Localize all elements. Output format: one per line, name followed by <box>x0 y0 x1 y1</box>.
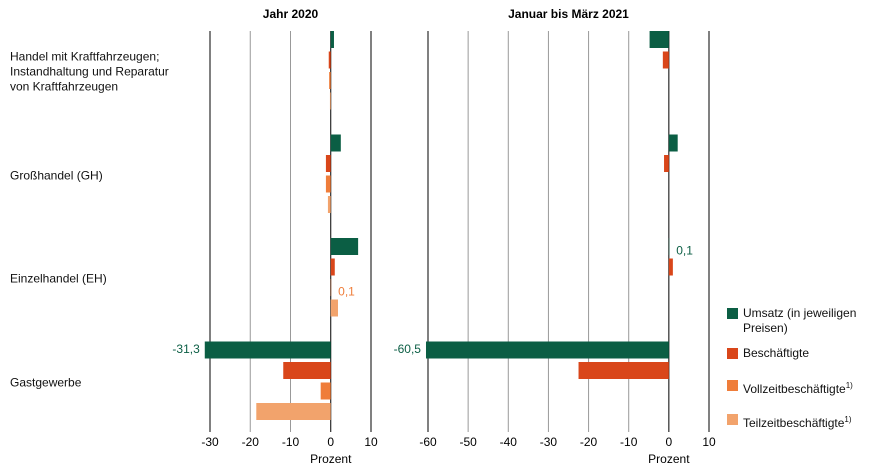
x-axis-label: Prozent <box>648 452 690 466</box>
value-label: 0,1 <box>676 244 693 258</box>
legend-label: Teilzeitbeschäftigte1) <box>743 412 873 431</box>
bar <box>330 134 341 152</box>
bar <box>578 362 669 379</box>
bar <box>328 51 331 69</box>
x-tick-label: -40 <box>500 435 518 449</box>
bar <box>649 31 669 48</box>
bar <box>330 258 335 276</box>
footnote-mark: 1) <box>844 415 852 424</box>
footnote-mark: 1) <box>845 381 853 390</box>
bar <box>664 155 669 172</box>
x-tick-label: 0 <box>666 435 673 449</box>
legend-swatch <box>727 308 738 319</box>
bar <box>330 31 334 48</box>
legend-name: Umsatz (in jeweiligen Preisen) <box>743 306 857 335</box>
bar <box>283 362 331 379</box>
bar <box>330 238 359 255</box>
value-label: 0,1 <box>338 285 355 299</box>
bar <box>668 258 673 276</box>
x-tick-label: -20 <box>242 435 260 449</box>
legend-label: Umsatz (in jeweiligen Preisen) <box>743 306 873 336</box>
legend-name: Vollzeitbeschäftigte <box>743 382 846 396</box>
chart-title: Jahr 2020 <box>263 7 319 21</box>
x-tick-label: -10 <box>282 435 300 449</box>
bar <box>329 72 331 89</box>
bar <box>662 51 669 69</box>
category-label: Großhandel (GH) <box>10 168 103 182</box>
legend-swatch <box>727 348 738 359</box>
value-label: -60,5 <box>394 342 422 356</box>
legend-swatch <box>727 414 738 425</box>
category-label: Gastgewerbe <box>10 375 82 389</box>
bar <box>329 92 331 110</box>
legend-label: Beschäftigte <box>743 346 873 361</box>
bar <box>668 134 678 152</box>
legend-name: Teilzeitbeschäftigte <box>743 416 845 430</box>
x-tick-label: -20 <box>580 435 598 449</box>
bar <box>325 155 331 172</box>
bar <box>204 341 331 359</box>
bar <box>325 175 331 193</box>
legend-label: Vollzeitbeschäftigte1) <box>743 378 873 397</box>
legend-name: Beschäftigte <box>743 346 810 360</box>
x-axis-label: Prozent <box>310 452 352 466</box>
x-tick-label: -30 <box>540 435 558 449</box>
x-tick-label: -30 <box>201 435 219 449</box>
x-tick-label: 10 <box>364 435 378 449</box>
x-tick-label: -50 <box>459 435 477 449</box>
category-label: Einzelhandel (EH) <box>10 271 107 286</box>
bar <box>425 341 669 359</box>
x-tick-label: -10 <box>620 435 638 449</box>
x-tick-label: 10 <box>702 435 716 449</box>
bar <box>256 403 331 420</box>
bar <box>320 382 331 400</box>
legend-swatch <box>727 380 738 391</box>
x-tick-label: 0 <box>327 435 334 449</box>
bar <box>327 196 331 213</box>
category-label: Handel mit Kraftfahrzeugen; Instandhaltu… <box>10 49 169 94</box>
bar <box>330 299 338 317</box>
x-tick-label: -60 <box>419 435 437 449</box>
chart-title: Januar bis März 2021 <box>508 7 629 21</box>
value-label: -31,3 <box>172 342 200 356</box>
